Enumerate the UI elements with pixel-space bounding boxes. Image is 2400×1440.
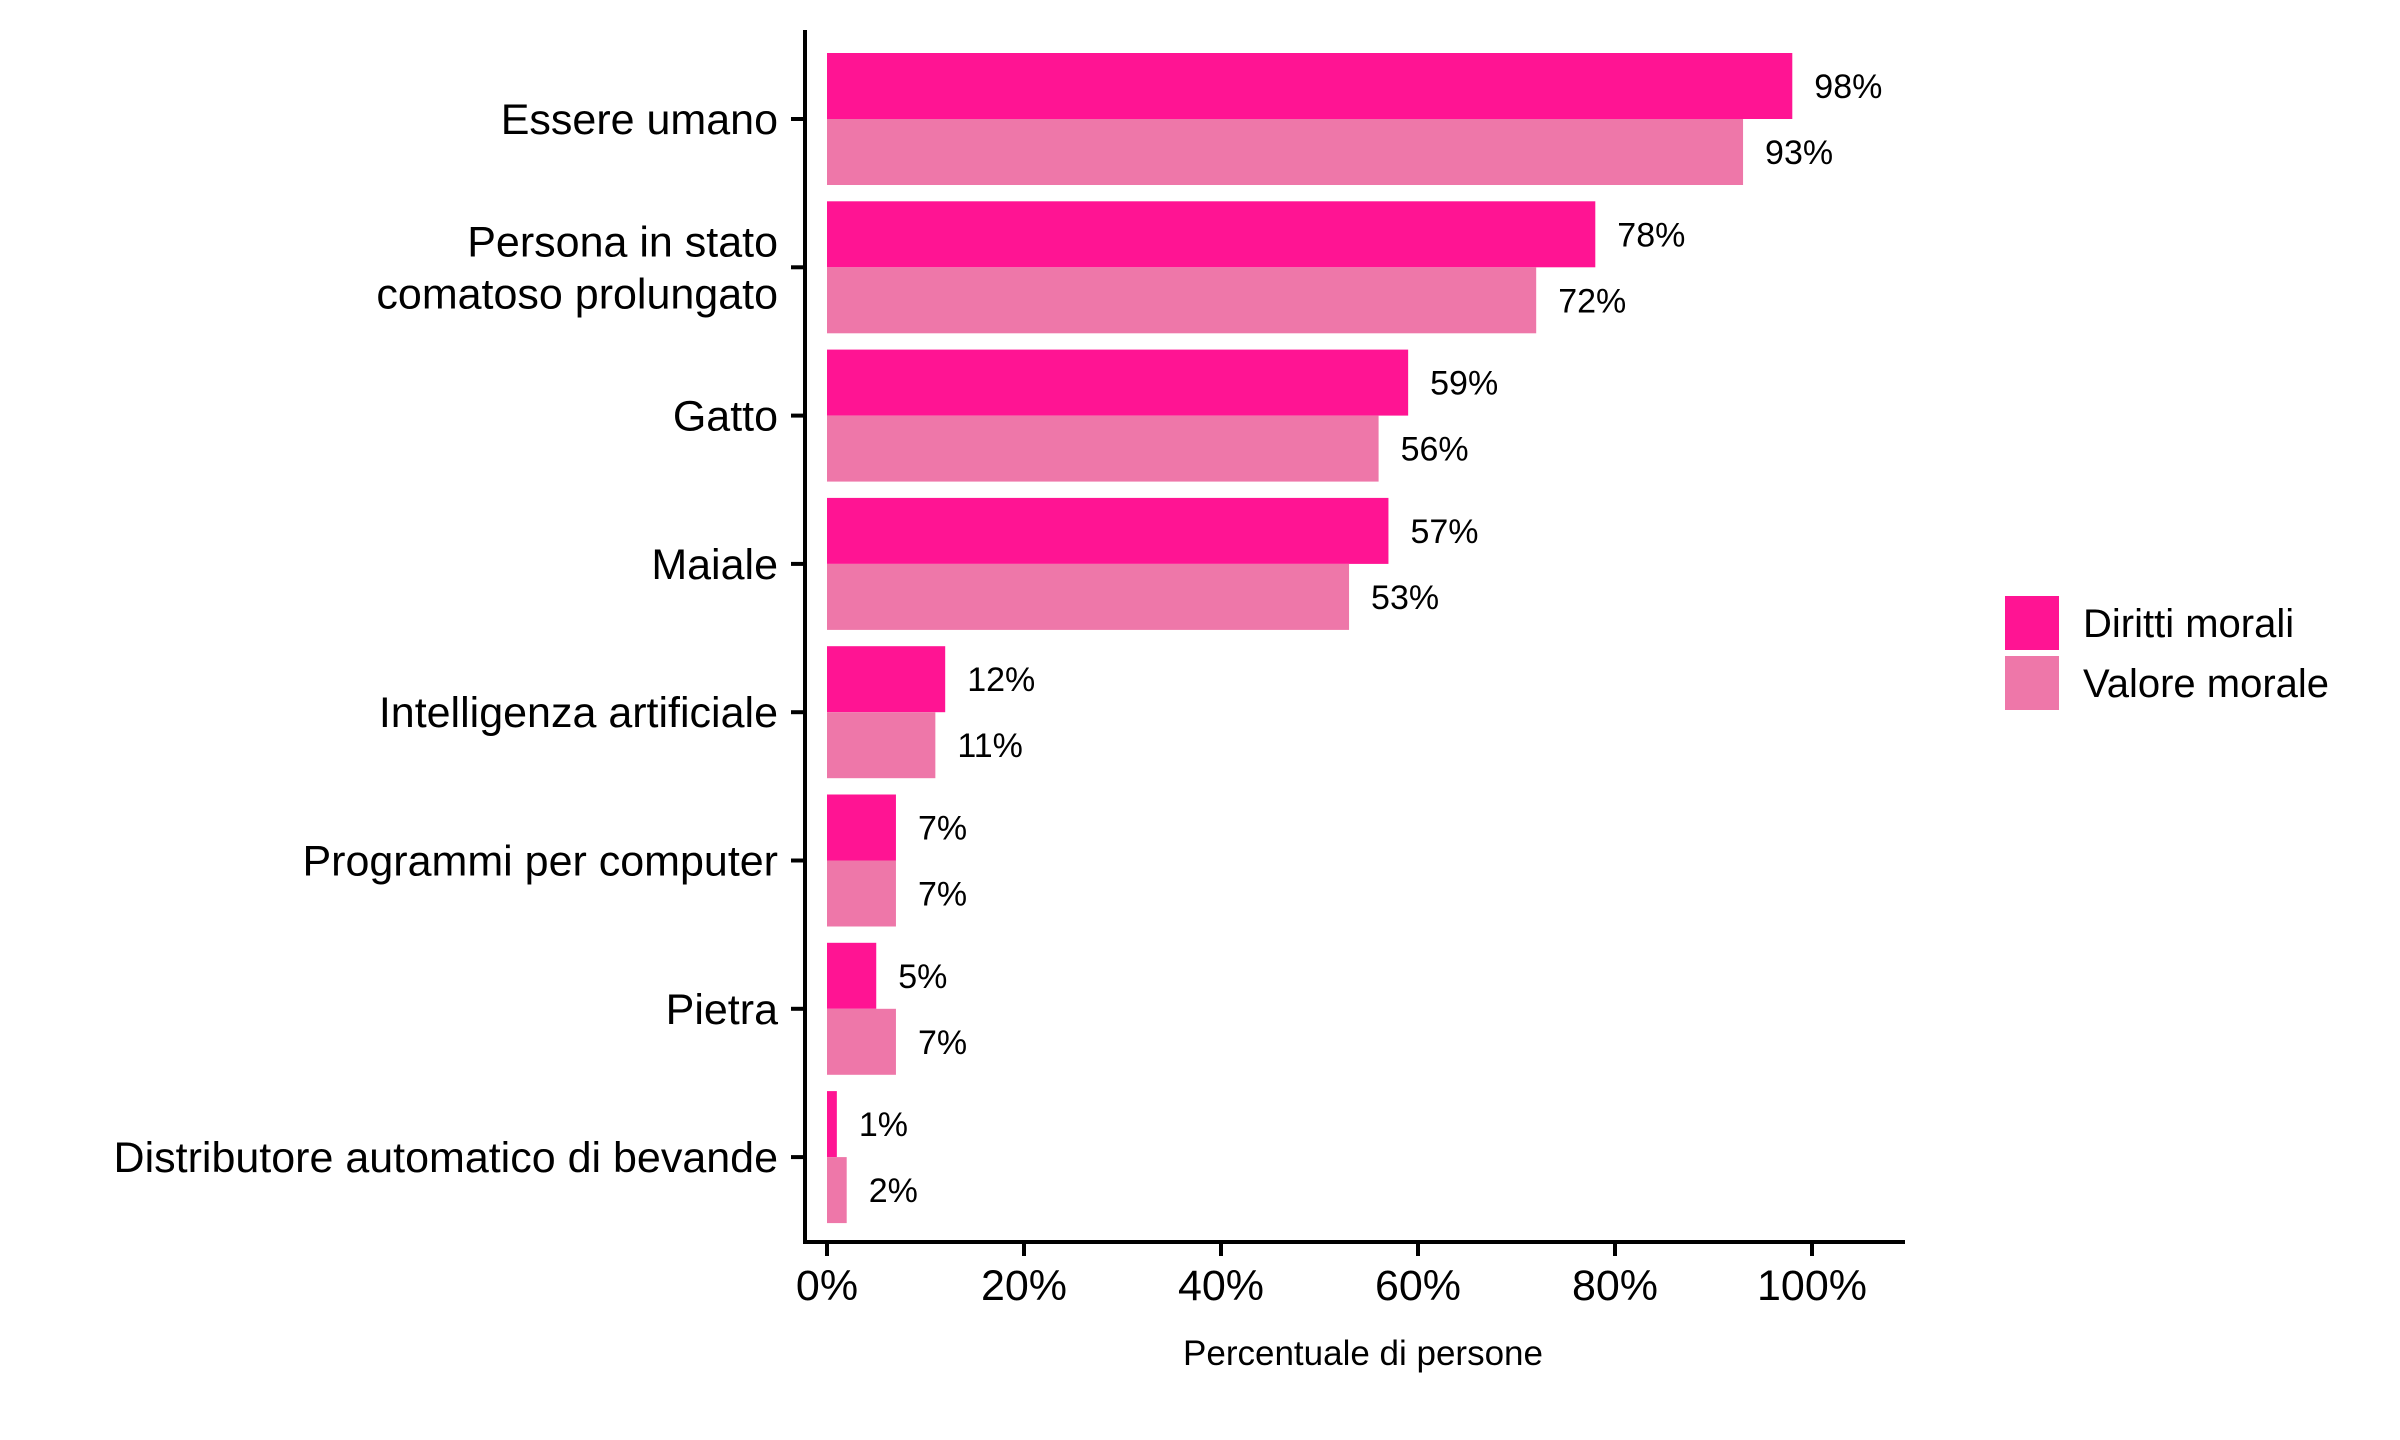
bar-diritti-5: [827, 794, 896, 861]
bar-diritti-2: [827, 349, 1409, 416]
category-label: Programmi per computer: [302, 838, 778, 886]
legend-label: Diritti morali: [2083, 602, 2294, 646]
data-label: 56%: [1401, 431, 1469, 469]
data-label: 59%: [1430, 365, 1498, 403]
x-ticks-layer: 0% 20% 40% 60% 80% 100%: [796, 1242, 1867, 1310]
x-tick-label: 60%: [1375, 1262, 1461, 1310]
bar-diritti-0: [827, 53, 1793, 119]
data-label: 7%: [918, 810, 967, 848]
data-label: 2%: [869, 1172, 918, 1210]
data-label: 53%: [1371, 579, 1439, 617]
data-label: 12%: [967, 661, 1035, 699]
bar-diritti-3: [827, 497, 1389, 564]
bar-diritti-7: [827, 1091, 837, 1158]
category-label: Distributore automatico di bevande: [114, 1134, 778, 1182]
legend: Diritti morali Valore morale: [2005, 596, 2329, 710]
legend-label: Valore morale: [2083, 662, 2329, 706]
x-tick-label: 20%: [981, 1262, 1067, 1310]
bar-valore-2: [827, 415, 1379, 482]
x-tick-label: 0%: [796, 1262, 858, 1310]
legend-swatch: [2005, 596, 2059, 650]
data-label: 93%: [1765, 134, 1833, 172]
bar-valore-1: [827, 267, 1537, 334]
bar-valore-6: [827, 1008, 896, 1075]
category-label: Pietra: [666, 986, 778, 1034]
legend-swatch: [2005, 656, 2059, 710]
category-label: Gatto: [673, 393, 778, 441]
data-label: 57%: [1410, 513, 1478, 551]
axes-layer: [791, 30, 1905, 1244]
data-label: 1%: [859, 1106, 908, 1144]
x-tick-label: 100%: [1757, 1262, 1867, 1310]
bar-valore-3: [827, 563, 1350, 630]
x-tick-label: 80%: [1572, 1262, 1658, 1310]
bar-diritti-1: [827, 201, 1596, 268]
data-label: 7%: [918, 876, 967, 914]
data-label: 78%: [1617, 216, 1685, 254]
x-tick-label: 40%: [1178, 1262, 1264, 1310]
category-label: Intelligenza artificiale: [379, 689, 778, 737]
data-label: 5%: [898, 958, 947, 996]
bar-diritti-4: [827, 646, 946, 713]
data-label: 98%: [1814, 68, 1882, 106]
category-label: Persona in stato comatoso prolungato: [376, 218, 778, 318]
category-label: Maiale: [651, 541, 778, 589]
x-axis-title: Percentuale di persone: [1183, 1334, 1543, 1373]
data-labels-layer: 98% 93% 78% 72% 59% 56% 57% 53% 12% 11% 7% 7% 5% 7% 1%…: [859, 68, 1883, 1210]
bar-valore-0: [827, 119, 1744, 185]
bar-diritti-6: [827, 942, 877, 1009]
bars-layer: [827, 53, 1793, 1224]
data-label: 7%: [918, 1024, 967, 1062]
data-label: 72%: [1558, 282, 1626, 320]
data-label: 11%: [957, 727, 1023, 765]
bar-valore-4: [827, 712, 936, 779]
category-label: Essere umano: [501, 96, 778, 144]
category-labels-layer: Essere umano Persona in stato comatoso pro…: [114, 96, 779, 1182]
bar-valore-7: [827, 1157, 847, 1224]
bar-valore-5: [827, 860, 896, 927]
